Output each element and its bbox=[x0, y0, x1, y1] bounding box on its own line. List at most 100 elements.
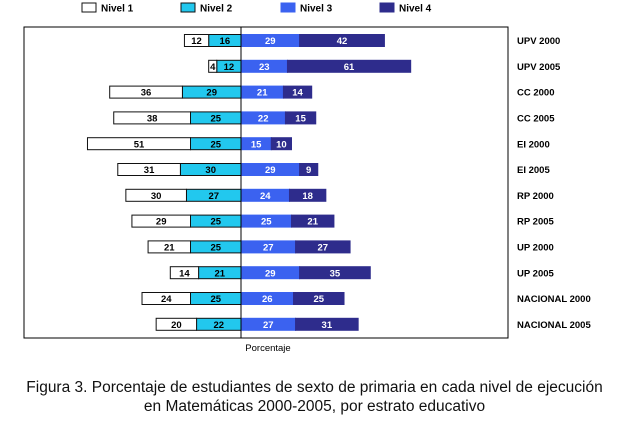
legend-swatch-nivel-1 bbox=[81, 2, 97, 13]
data-label-nivel-4: 14 bbox=[292, 88, 303, 99]
bar-nivel-4 bbox=[299, 34, 385, 47]
data-label-nivel-2: 16 bbox=[220, 36, 231, 47]
data-label-nivel-3: 23 bbox=[259, 62, 270, 73]
bar-nivel-1 bbox=[183, 34, 210, 47]
bar-nivel-4 bbox=[299, 266, 371, 280]
bar-nivel-1 bbox=[117, 163, 181, 176]
data-label-nivel-3: 25 bbox=[261, 217, 272, 228]
data-label-nivel-1: 30 bbox=[151, 191, 162, 202]
data-label-nivel-1: 12 bbox=[191, 36, 202, 47]
data-label-nivel-3: 29 bbox=[265, 36, 276, 47]
category-label: CC 2005 bbox=[517, 114, 555, 125]
data-label-nivel-3: 29 bbox=[265, 165, 276, 176]
bar-nivel-4 bbox=[299, 163, 319, 176]
data-label-nivel-2: 25 bbox=[210, 294, 221, 305]
category-label: UPV 2000 bbox=[517, 36, 560, 47]
data-label-nivel-3: 27 bbox=[263, 320, 274, 331]
data-label-nivel-3: 27 bbox=[263, 243, 274, 254]
legend-swatch-nivel-4 bbox=[379, 2, 395, 13]
data-label-nivel-1: 29 bbox=[156, 217, 167, 228]
data-label-nivel-4: 18 bbox=[302, 191, 313, 202]
data-label-nivel-3: 29 bbox=[265, 268, 276, 279]
x-axis-label: Porcentaje bbox=[245, 343, 290, 354]
category-label: NACIONAL 2000 bbox=[517, 294, 591, 305]
bar-nivel-1 bbox=[131, 214, 191, 228]
category-label: RP 2005 bbox=[517, 217, 555, 228]
data-label-nivel-3: 21 bbox=[257, 88, 268, 99]
data-label-nivel-3: 24 bbox=[260, 191, 271, 202]
data-label-nivel-4: 9 bbox=[306, 165, 311, 176]
category-label: EI 2005 bbox=[517, 165, 550, 176]
data-label-nivel-4: 35 bbox=[330, 268, 341, 279]
category-label: UP 2000 bbox=[517, 243, 554, 254]
data-label-nivel-2: 21 bbox=[215, 268, 226, 279]
caption-line-1: Figura 3. Porcentaje de estudiantes de s… bbox=[26, 379, 603, 396]
data-label-nivel-4: 21 bbox=[307, 217, 318, 228]
category-label: UP 2005 bbox=[517, 268, 555, 279]
bar-nivel-4 bbox=[295, 240, 351, 254]
data-label-nivel-1: 20 bbox=[171, 320, 182, 331]
data-label-nivel-4: 42 bbox=[337, 36, 348, 47]
figure-caption: Figura 3. Porcentaje de estudiantes de s… bbox=[0, 378, 629, 416]
data-label-nivel-4: 27 bbox=[318, 243, 329, 254]
bar-nivel-1 bbox=[155, 317, 198, 331]
data-label-nivel-2: 25 bbox=[210, 217, 221, 228]
bar-nivel-4 bbox=[282, 85, 313, 99]
legend-label-nivel-1: Nivel 1 bbox=[101, 4, 134, 15]
category-label: NACIONAL 2005 bbox=[517, 320, 591, 331]
bar-nivel-4 bbox=[284, 111, 317, 125]
legend-label-nivel-4: Nivel 4 bbox=[399, 4, 432, 15]
bar-nivel-4 bbox=[288, 188, 327, 202]
data-label-nivel-2: 25 bbox=[210, 114, 221, 125]
data-label-nivel-3: 22 bbox=[258, 114, 269, 125]
chart-legend: Nivel 1 Nivel 2 Nivel 3 Nivel 4 bbox=[81, 2, 432, 15]
data-label-nivel-1: 14 bbox=[179, 268, 190, 279]
data-label-nivel-4: 15 bbox=[295, 114, 306, 125]
data-label-nivel-1: 38 bbox=[147, 114, 158, 125]
data-label-nivel-1: 21 bbox=[164, 243, 175, 254]
category-labels: UPV 2000 UPV 2005 CC 2000 CC 2005 EI 2000 EI … bbox=[517, 36, 591, 331]
bar-nivel-1 bbox=[169, 266, 200, 280]
bar-nivel-4 bbox=[270, 137, 292, 151]
bar-nivel-4 bbox=[293, 292, 345, 305]
data-label-nivel-4: 61 bbox=[344, 62, 355, 73]
bar-nivel-1 bbox=[125, 188, 187, 202]
data-label-nivel-2: 25 bbox=[210, 243, 221, 254]
data-label-nivel-2: 30 bbox=[205, 165, 216, 176]
data-label-nivel-3: 15 bbox=[251, 139, 262, 150]
bar-nivel-1 bbox=[86, 137, 191, 151]
data-label-nivel-1: 31 bbox=[144, 165, 155, 176]
category-label: UPV 2005 bbox=[517, 62, 561, 73]
bar-nivel-1 bbox=[141, 292, 192, 305]
data-label-nivel-2: 22 bbox=[213, 320, 224, 331]
bar-nivel-1 bbox=[113, 111, 191, 125]
data-label-nivel-4: 25 bbox=[313, 294, 324, 305]
data-label-nivel-1: 51 bbox=[134, 139, 145, 150]
plot-frame bbox=[23, 26, 509, 339]
caption-line-2: en Matemáticas 2000-2005, por estrato ed… bbox=[143, 398, 486, 415]
legend-label-nivel-3: Nivel 3 bbox=[300, 4, 333, 15]
bar-nivel-4 bbox=[291, 214, 335, 228]
bar-nivel-4 bbox=[295, 317, 359, 331]
bar-nivel-4 bbox=[286, 59, 412, 73]
data-label-nivel-1: 24 bbox=[161, 294, 172, 305]
data-label-nivel-2: 29 bbox=[206, 88, 217, 99]
bar-nivel-1 bbox=[208, 59, 218, 73]
category-label: RP 2000 bbox=[517, 191, 554, 202]
category-label: EI 2000 bbox=[517, 139, 550, 150]
bar-nivel-1 bbox=[147, 240, 191, 254]
data-label-nivel-2: 12 bbox=[224, 62, 235, 73]
data-label-nivel-2: 27 bbox=[208, 191, 219, 202]
data-label-nivel-4: 31 bbox=[322, 320, 333, 331]
legend-swatch-nivel-2 bbox=[180, 2, 196, 13]
data-label-nivel-1: 4 bbox=[210, 62, 216, 73]
data-label-nivel-1: 36 bbox=[141, 88, 152, 99]
data-label-nivel-3: 26 bbox=[262, 294, 273, 305]
legend-label-nivel-2: Nivel 2 bbox=[200, 4, 233, 15]
legend-swatch-nivel-3 bbox=[280, 2, 296, 13]
data-label-nivel-4: 10 bbox=[276, 139, 287, 150]
category-label: CC 2000 bbox=[517, 88, 555, 99]
bar-nivel-1 bbox=[109, 85, 183, 99]
